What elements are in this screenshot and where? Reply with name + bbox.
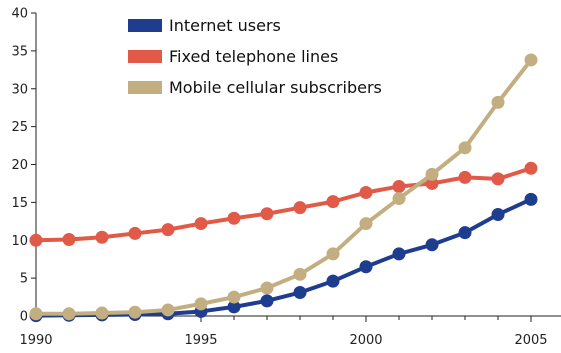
legend-swatch <box>128 81 162 94</box>
y-tick-label: 0 <box>20 310 28 325</box>
data-point <box>161 303 175 317</box>
data-point <box>491 172 505 186</box>
y-tick-label: 20 <box>11 158 28 173</box>
series-fixed-telephone-lines <box>29 161 538 247</box>
legend-label: Fixed telephone lines <box>169 47 338 66</box>
x-tick-label: 2005 <box>514 333 547 348</box>
y-tick-label: 5 <box>20 272 28 287</box>
x-tick-label: 2000 <box>349 333 382 348</box>
y-tick-label: 40 <box>11 7 28 22</box>
data-point <box>260 281 274 295</box>
series-line <box>35 197 532 318</box>
y-tick-label: 10 <box>11 234 28 249</box>
data-point <box>62 232 76 246</box>
chart-legend: Internet users Fixed telephone lines Mobil… <box>128 16 382 97</box>
data-point <box>227 211 241 225</box>
data-point <box>458 141 472 155</box>
data-point <box>194 217 208 231</box>
data-point <box>194 297 208 311</box>
data-point <box>62 307 76 321</box>
data-point <box>326 247 340 261</box>
data-point <box>392 192 406 206</box>
data-point <box>293 286 307 300</box>
data-point <box>95 230 109 244</box>
data-point <box>95 306 109 320</box>
data-point <box>359 186 373 200</box>
data-point <box>425 176 439 190</box>
data-point <box>128 305 142 319</box>
data-point <box>359 260 373 274</box>
data-point <box>458 170 472 184</box>
data-point <box>326 195 340 209</box>
data-point <box>29 307 43 321</box>
data-point <box>161 223 175 237</box>
legend-swatch <box>128 19 162 32</box>
data-point <box>293 201 307 215</box>
data-point <box>491 207 505 221</box>
series-mobile-cellular-subscribers <box>29 53 538 321</box>
data-point <box>128 226 142 240</box>
data-point <box>260 294 274 308</box>
x-tick-label: 1990 <box>19 333 52 348</box>
data-point <box>458 226 472 240</box>
data-point <box>392 247 406 261</box>
data-point <box>227 290 241 304</box>
y-tick-label: 15 <box>11 196 28 211</box>
data-point <box>227 300 241 314</box>
x-tick-label: 1995 <box>184 333 217 348</box>
legend-label: Internet users <box>169 16 281 35</box>
data-point <box>293 267 307 281</box>
chart-series-layer <box>29 53 538 323</box>
series-line <box>36 58 533 316</box>
data-point <box>524 161 538 175</box>
data-point <box>491 95 505 109</box>
data-point <box>260 207 274 221</box>
data-point <box>524 53 538 67</box>
y-tick-label: 35 <box>11 44 28 59</box>
y-tick-label: 25 <box>11 120 28 135</box>
data-point <box>425 167 439 181</box>
y-tick-label: 30 <box>11 82 28 97</box>
data-point <box>359 217 373 231</box>
chart-ticks: 0 5 10 15 20 25 30 35 40 1990 1995 2000 2005 <box>11 7 547 349</box>
legend-label: Mobile cellular subscribers <box>169 78 382 97</box>
series-line <box>35 166 532 243</box>
data-point <box>524 192 538 206</box>
data-point <box>326 274 340 288</box>
data-point <box>392 179 406 193</box>
data-point <box>425 238 439 252</box>
legend-swatch <box>128 50 162 63</box>
data-point <box>29 233 43 247</box>
